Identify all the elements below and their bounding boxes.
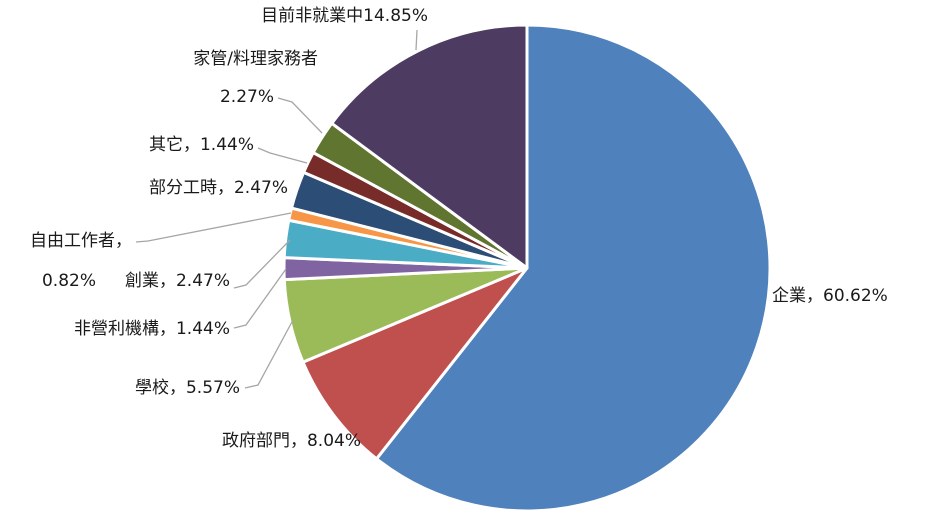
data-labels: 企業，60.62% 政府部門，8.04% 學校，5.57% 非營利機構，1.44… <box>30 6 888 451</box>
data-label-創業: 創業，2.47% <box>125 271 230 291</box>
leader-line-家管 <box>277 97 323 134</box>
data-label-學校: 學校，5.57% <box>135 378 240 398</box>
data-label-企業: 企業，60.62% <box>772 286 888 306</box>
leader-line-自由工作者 <box>135 212 292 243</box>
data-label-自由工作者-line1: 自由工作者， <box>30 231 132 251</box>
data-label-非營利機構: 非營利機構，1.44% <box>74 319 230 339</box>
data-label-家管-line2: 2.27% <box>220 87 274 107</box>
leader-line-其它 <box>257 147 308 164</box>
pie-slices <box>282 23 772 513</box>
leader-line-創業 <box>233 239 291 289</box>
leader-line-目前非就業中 <box>415 29 418 51</box>
leader-line-學校 <box>244 319 294 389</box>
pie-slice-企業 <box>375 23 772 513</box>
data-label-其它: 其它，1.44% <box>149 135 254 155</box>
data-label-家管-line1: 家管/料理家務者 <box>193 49 318 69</box>
data-label-目前非就業中: 目前非就業中14.85% <box>261 6 428 26</box>
pie-slice-政府部門 <box>301 266 529 461</box>
pie-slice-目前非就業中 <box>330 23 529 270</box>
leader-lines <box>135 29 418 389</box>
data-label-政府部門: 政府部門，8.04% <box>222 431 361 451</box>
data-label-部分工時: 部分工時，2.47% <box>149 178 288 198</box>
leader-line-非營利機構 <box>233 268 287 329</box>
data-label-自由工作者-line2: 0.82% <box>42 271 96 291</box>
